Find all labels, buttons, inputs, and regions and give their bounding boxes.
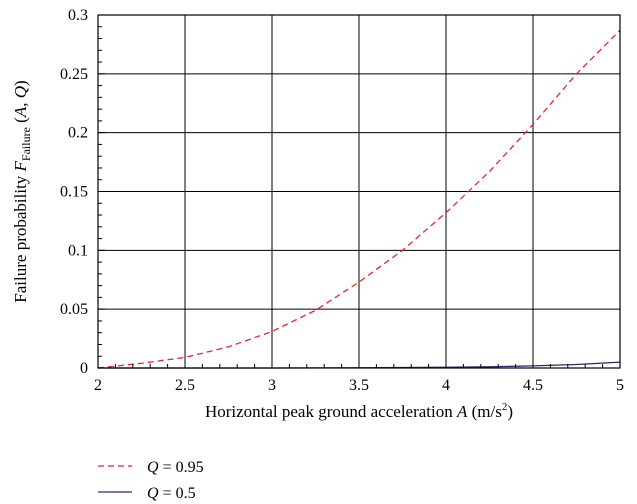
y-tick-label: 0.1 <box>68 242 88 259</box>
x-tick-label: 3 <box>268 377 276 394</box>
legend: Q = 0.95 Q = 0.5 <box>98 459 204 502</box>
x-tick-label: 4.5 <box>523 377 543 394</box>
y-axis-title: Failure probability FFailure (A, Q) <box>11 80 33 302</box>
y-tick-label: 0.25 <box>60 66 88 83</box>
y-tick-label: 0.05 <box>60 301 88 318</box>
axis-ticks <box>97 14 621 369</box>
x-tick-label: 5 <box>616 377 624 394</box>
y-tick-label: 0.3 <box>68 7 88 24</box>
x-axis-title: Horizontal peak ground acceleration A (m… <box>205 401 513 421</box>
y-tick-label: 0.2 <box>68 125 88 142</box>
x-tick-label: 2.5 <box>175 377 195 394</box>
series-line-0 <box>97 29 621 369</box>
y-tick-label: 0.15 <box>60 184 88 201</box>
x-tick-label: 3.5 <box>349 377 369 394</box>
x-tick-label: 2 <box>94 377 102 394</box>
tick-labels: 2 2.5 3 3.5 4 4.5 5 0 0.05 0.1 0.15 0.2 0.25 0.3 <box>60 7 624 394</box>
grid <box>98 15 620 368</box>
legend-label-q05: Q = 0.5 <box>147 485 196 502</box>
x-tick-label: 4 <box>442 377 450 394</box>
legend-label-q095: Q = 0.95 <box>147 459 204 476</box>
y-tick-label: 0 <box>80 360 88 377</box>
